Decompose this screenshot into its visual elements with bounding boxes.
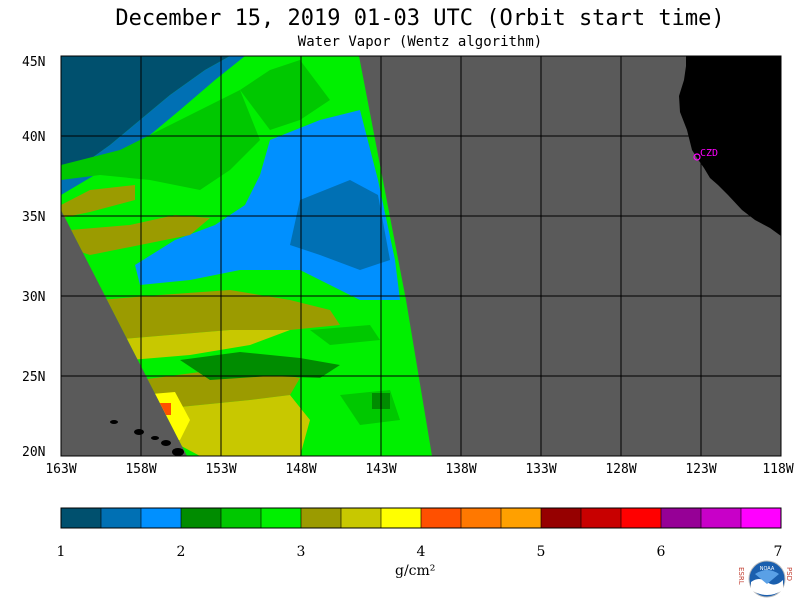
lat-label: 40N: [22, 130, 45, 145]
lat-label: 45N: [22, 55, 45, 70]
lon-label: 123W: [685, 462, 716, 477]
california-land: [679, 56, 781, 236]
lon-label: 148W: [285, 462, 316, 477]
lon-label: 158W: [125, 462, 156, 477]
longitude-labels: 163W 158W 153W 148W 143W 138W 133W 128W …: [45, 462, 793, 477]
map-gridlines: [61, 56, 781, 456]
station-marker: [693, 153, 701, 161]
lon-label: 138W: [445, 462, 476, 477]
latitude-labels: 45N 40N 35N 30N 25N 20N: [22, 55, 45, 460]
lon-label: 128W: [605, 462, 636, 477]
noaa-logo: NOAA ESRL PSD: [737, 560, 793, 598]
lat-label: 35N: [22, 210, 45, 225]
map-subtitle: Water Vapor (Wentz algorithm): [297, 34, 543, 50]
logo-left-letters: ESRL: [737, 567, 745, 585]
lat-label: 30N: [22, 290, 45, 305]
logo-center-text: NOAA: [760, 566, 775, 572]
lon-label: 133W: [525, 462, 556, 477]
station-label: CZD: [700, 148, 718, 159]
map-frame: [60, 55, 782, 457]
lon-label: 118W: [762, 462, 793, 477]
colorbar-units: g/cm²: [395, 563, 436, 579]
lon-label: 153W: [205, 462, 236, 477]
lon-label: 143W: [365, 462, 396, 477]
lat-label: 25N: [22, 370, 45, 385]
map-title: December 15, 2019 01-03 UTC (Orbit start…: [115, 6, 725, 31]
logo-right-letters: PSD: [785, 567, 793, 581]
lat-label: 20N: [22, 445, 45, 460]
satellite-swath: [61, 56, 432, 456]
lon-label: 163W: [45, 462, 76, 477]
